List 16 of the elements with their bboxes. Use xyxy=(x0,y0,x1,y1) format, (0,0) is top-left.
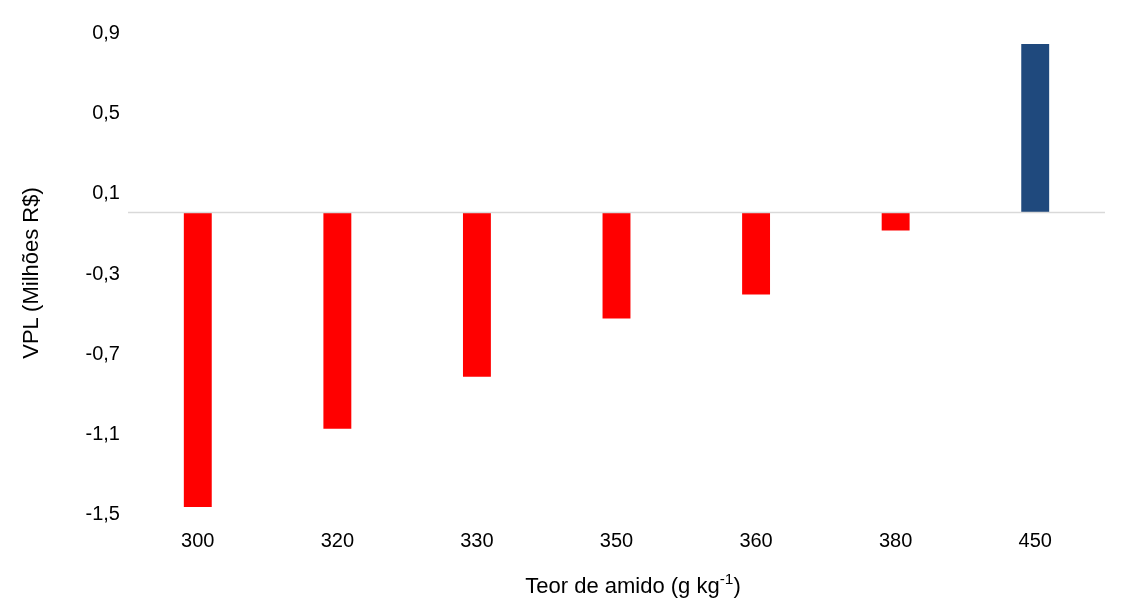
y-tick-label: 0,1 xyxy=(92,181,120,204)
y-tick-label: -0,7 xyxy=(85,341,120,364)
x-tick-label: 360 xyxy=(739,529,773,552)
y-tick-label: -1,1 xyxy=(85,421,120,444)
x-tick-label: 300 xyxy=(181,529,215,552)
y-tick-label: -1,5 xyxy=(85,502,120,525)
x-tick-label: 350 xyxy=(599,529,634,552)
y-axis-title: VPL (Milhões R$) xyxy=(17,187,43,359)
x-axis-title: Teor de amido (g kg$^{-1}$) xyxy=(525,569,741,598)
x-tick-label: 330 xyxy=(460,529,494,552)
x-tick-label: 450 xyxy=(1018,529,1052,552)
y-tick-label: -0,3 xyxy=(85,261,120,284)
y-tick-label: 0,9 xyxy=(92,21,120,44)
y-tick-label: 0,5 xyxy=(92,101,120,124)
x-tick-label: 380 xyxy=(878,529,913,552)
x-tick-label: 320 xyxy=(320,529,355,552)
